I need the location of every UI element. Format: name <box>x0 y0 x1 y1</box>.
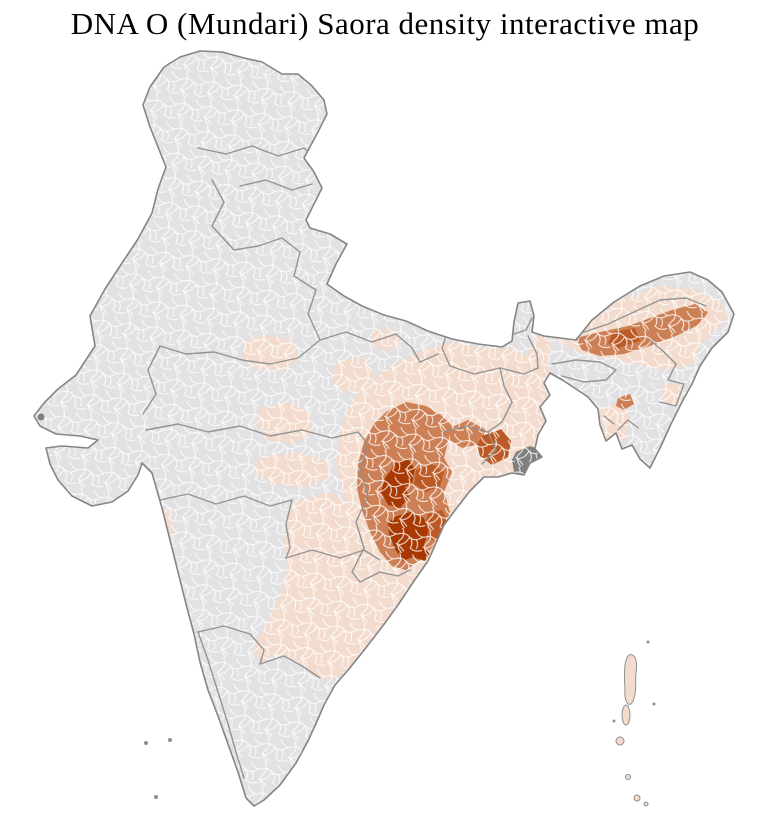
region-little-andaman[interactable] <box>615 736 625 746</box>
state-border-line <box>259 655 321 679</box>
region-nicobar-islands[interactable] <box>625 774 631 780</box>
state-border-line <box>142 345 161 415</box>
state-border-line <box>527 335 539 369</box>
state-border-line <box>559 297 707 339</box>
state-border-line <box>617 419 639 431</box>
state-border-line <box>159 493 293 507</box>
page-title: DNA O (Mundari) Saora density interactiv… <box>70 6 700 41</box>
state-border-line <box>319 331 439 363</box>
state-border-line <box>551 359 617 383</box>
state-border-line <box>211 179 259 251</box>
state-border-line <box>351 443 369 583</box>
state-border-line <box>513 317 533 335</box>
region-lakshadweep-dots[interactable] <box>144 741 148 745</box>
andaman-islet-dot <box>652 702 656 706</box>
region-nicobar-islands[interactable] <box>633 794 641 802</box>
region-andaman-south-island[interactable] <box>621 704 631 726</box>
state-border-line <box>285 499 293 559</box>
state-border-line <box>649 339 685 407</box>
region-andaman-islands[interactable] <box>624 654 638 705</box>
state-border-line <box>197 625 265 665</box>
region-kerala-coast-sliver[interactable] <box>198 692 208 714</box>
andaman-islet-dot <box>646 640 650 644</box>
region-nicobar-islands[interactable] <box>643 801 649 807</box>
region-lakshadweep-dots[interactable] <box>168 738 172 742</box>
state-border-line <box>359 569 411 583</box>
andaman-islet-dot <box>612 719 616 723</box>
state-border-line <box>481 431 497 465</box>
state-border-line <box>239 179 313 191</box>
region-lakshadweep-dots[interactable] <box>154 795 158 799</box>
state-border-line <box>603 415 615 425</box>
state-border-line <box>159 289 321 365</box>
district-border-mesh <box>34 51 734 806</box>
region-diu-speck[interactable] <box>37 413 45 421</box>
state-border-line <box>197 145 317 159</box>
state-border-line <box>285 549 381 561</box>
islands[interactable] <box>37 413 656 807</box>
state-border-line <box>197 631 245 779</box>
state-border-line <box>443 367 513 433</box>
state-border-line <box>257 237 317 291</box>
state-border-line <box>145 423 369 445</box>
